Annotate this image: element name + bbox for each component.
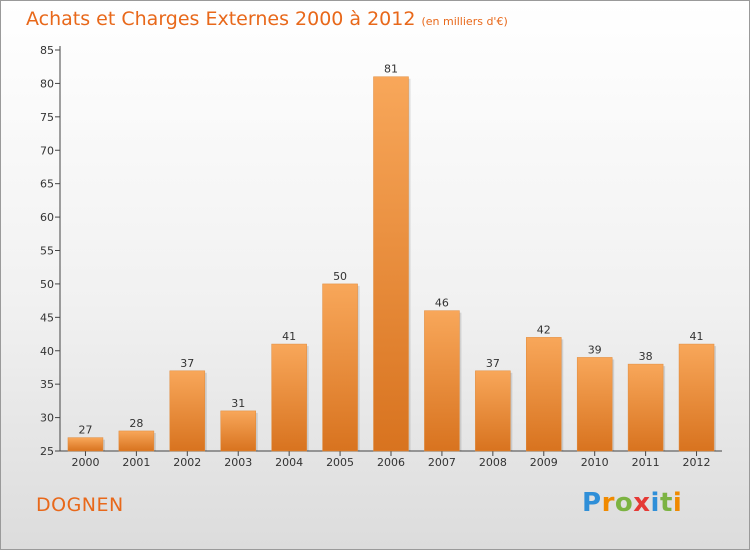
bar-2011 bbox=[627, 363, 664, 452]
y-tick-label: 50 bbox=[40, 278, 54, 291]
x-axis: 2000 2001 2002 2003 2004 2005 2006 2007 2008 2009… bbox=[60, 450, 722, 469]
y-tick-label: 65 bbox=[40, 178, 54, 191]
y-tick-label: 30 bbox=[40, 412, 54, 425]
y-tick-label: 25 bbox=[40, 445, 54, 458]
y-axis: 25 30 35 40 45 50 55 60 65 70 75 80 85 bbox=[40, 44, 61, 458]
logo-letter: t bbox=[659, 488, 673, 518]
logo-letter: i bbox=[672, 488, 683, 518]
bar-2002 bbox=[169, 370, 206, 452]
bar-2004 bbox=[271, 343, 307, 452]
bar-2003 bbox=[220, 410, 256, 452]
y-tick-label: 55 bbox=[40, 245, 54, 258]
bar-value-label: 38 bbox=[639, 350, 653, 363]
bar-value-label: 42 bbox=[537, 323, 551, 336]
bar-value-label: 81 bbox=[384, 63, 398, 76]
x-tick-label: 2003 bbox=[224, 456, 252, 469]
logo-letter: r bbox=[601, 488, 615, 518]
bar-2009 bbox=[526, 337, 562, 452]
logo-letter: P bbox=[582, 488, 602, 518]
x-tick-label: 2006 bbox=[377, 456, 405, 469]
commune-name: DOGNEN bbox=[36, 494, 124, 516]
y-tick-label: 45 bbox=[40, 311, 54, 324]
bar-value-label: 50 bbox=[333, 270, 347, 283]
bar-value-label: 27 bbox=[78, 424, 92, 437]
chart-subtitle: (en milliers d'€) bbox=[421, 15, 508, 28]
bar-2001 bbox=[118, 430, 155, 452]
x-tick-label: 2009 bbox=[530, 456, 558, 469]
x-tick-label: 2002 bbox=[173, 456, 201, 469]
bar-2005 bbox=[322, 283, 358, 452]
logo-letter: i bbox=[650, 488, 660, 518]
y-tick-label: 60 bbox=[40, 211, 54, 224]
logo-letter: o bbox=[614, 488, 634, 518]
bar-2012 bbox=[678, 343, 715, 452]
proxiti-logo: Proxiti bbox=[582, 488, 682, 518]
x-tick-label: 2010 bbox=[581, 456, 609, 469]
bar-value-label: 28 bbox=[129, 417, 143, 430]
bar-2007 bbox=[424, 310, 460, 452]
x-tick-label: 2007 bbox=[428, 456, 456, 469]
x-tick-label: 2004 bbox=[275, 456, 303, 469]
bar-value-label: 37 bbox=[486, 357, 500, 370]
y-tick-label: 40 bbox=[40, 345, 54, 358]
bar-2000 bbox=[67, 437, 104, 452]
bar-value-label: 46 bbox=[435, 297, 449, 310]
x-tick-label: 2000 bbox=[71, 456, 99, 469]
chart-title: Achats et Charges Externes 2000 à 2012 (e… bbox=[26, 8, 508, 30]
logo-letter: x bbox=[633, 488, 651, 518]
chart-title-text: Achats et Charges Externes 2000 à 2012 bbox=[26, 8, 416, 30]
x-tick-label: 2001 bbox=[122, 456, 150, 469]
y-tick-label: 70 bbox=[40, 144, 54, 157]
x-tick-label: 2008 bbox=[479, 456, 507, 469]
bar-2010 bbox=[576, 357, 613, 452]
bar-value-label: 37 bbox=[180, 357, 194, 370]
y-tick-label: 80 bbox=[40, 77, 54, 90]
bar-value-label: 31 bbox=[231, 397, 245, 410]
bar-value-label: 41 bbox=[282, 330, 296, 343]
x-tick-label: 2011 bbox=[632, 456, 660, 469]
y-tick-label: 35 bbox=[40, 378, 54, 391]
y-tick-label: 75 bbox=[40, 111, 54, 124]
x-tick-label: 2012 bbox=[683, 456, 711, 469]
bar-value-label: 41 bbox=[690, 330, 704, 343]
bar-value-label: 39 bbox=[588, 343, 602, 356]
bars: 27 28 37 31 41 50 81 46 37 42 39 38 41 bbox=[67, 63, 717, 452]
bar-2006 bbox=[373, 76, 409, 452]
x-tick-label: 2005 bbox=[326, 456, 354, 469]
y-tick-label: 85 bbox=[40, 44, 54, 57]
bar-2008 bbox=[475, 370, 511, 452]
